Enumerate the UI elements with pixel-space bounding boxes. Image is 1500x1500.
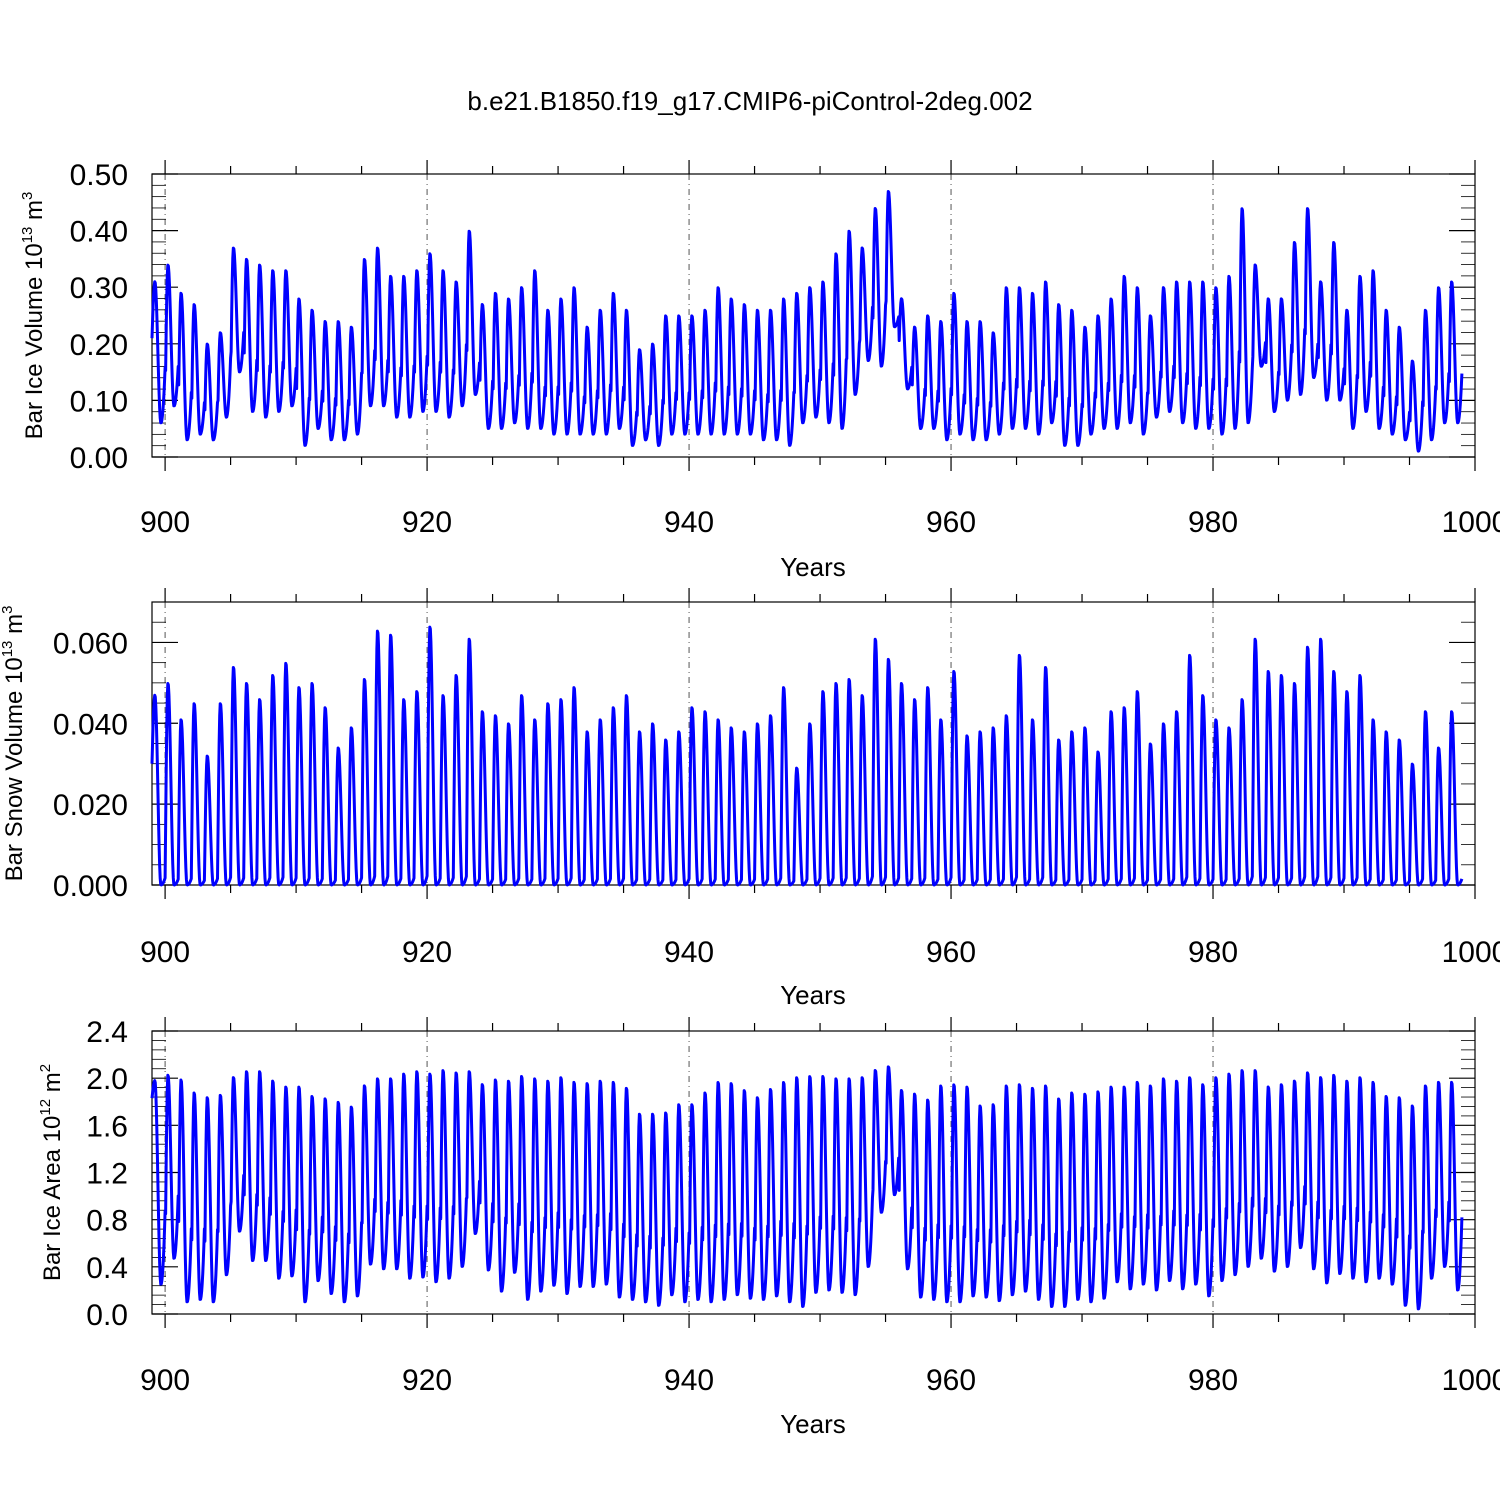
x-tick-label: 960 [926, 1364, 976, 1397]
x-axis-title: Years [780, 552, 846, 582]
y-tick-label: 0.10 [70, 385, 128, 418]
y-axis-title-unit-exp: 2 [37, 1064, 54, 1072]
y-tick-label: 0.8 [86, 1205, 128, 1238]
y-axis-title-exp: 13 [19, 227, 36, 244]
x-tick-label: 940 [664, 1364, 714, 1397]
y-axis-title-unit-exp: 3 [19, 192, 36, 200]
x-tick-label: 940 [664, 506, 714, 539]
x-tick-label: 940 [664, 936, 714, 969]
x-tick-label: 980 [1188, 506, 1238, 539]
x-tick-label: 920 [402, 936, 452, 969]
y-axis-title: Bar Snow Volume 1013 m3 [0, 606, 28, 882]
ice-area-panel: 900 920 940 960 980 1000 Years 0.0 0.4 0.8 1.2 1.6 2… [37, 1016, 1500, 1439]
snow-volume-panel: 900 920 940 960 980 1000 Years 0.000 0.020 0.040 0… [0, 588, 1500, 1010]
x-tick-label: 960 [926, 936, 976, 969]
y-axis-title-unit: m [1, 614, 28, 641]
x-tick-label: 1000 [1442, 936, 1500, 969]
x-tick-label: 1000 [1442, 506, 1500, 539]
y-axis-title: Bar Ice Area 1012 m2 [37, 1064, 66, 1281]
x-tick-label: 960 [926, 506, 976, 539]
ice-volume-panel: 900 920 940 960 980 1000 Years 0.00 0.10 0.20 0.30… [19, 159, 1500, 582]
y-axis-title-unit-exp: 3 [0, 606, 16, 614]
ice-volume-series-line [150, 190, 1464, 453]
y-tick-label: 0.060 [53, 627, 128, 660]
x-axis-title: Years [780, 1409, 846, 1439]
y-tick-label: 0.50 [70, 159, 128, 192]
x-tick-label: 1000 [1442, 1364, 1500, 1397]
y-tick-label: 0.0 [86, 1299, 128, 1332]
y-tick-label: 2.4 [86, 1016, 128, 1049]
plot-frame [151, 173, 1476, 458]
y-tick-label: 0.000 [53, 870, 128, 903]
y-axis-title-main: Bar Snow Volume 10 [1, 657, 28, 881]
x-tick-label: 900 [140, 506, 190, 539]
y-axis-title-exp: 12 [37, 1099, 54, 1116]
y-tick-label: 1.6 [86, 1110, 128, 1143]
y-axis-title-main: Bar Ice Area 10 [39, 1116, 66, 1281]
x-tick-label: 980 [1188, 1364, 1238, 1397]
x-tick-label: 900 [140, 1364, 190, 1397]
y-tick-label: 0.40 [70, 216, 128, 249]
ice-area-series-line [150, 1065, 1464, 1311]
y-tick-label: 0.040 [53, 708, 128, 741]
x-axis-title: Years [780, 980, 846, 1010]
y-axis-title-unit: m [21, 200, 48, 227]
y-tick-label: 0.00 [70, 442, 128, 475]
y-tick-label: 2.0 [86, 1063, 128, 1096]
y-axis-title-main: Bar Ice Volume 10 [21, 243, 48, 439]
y-axis-title-exp: 13 [0, 641, 16, 658]
y-tick-label: 0.20 [70, 329, 128, 362]
x-tick-label: 900 [140, 936, 190, 969]
x-tick-label: 980 [1188, 936, 1238, 969]
y-tick-label: 1.2 [86, 1158, 128, 1191]
x-tick-label: 920 [402, 1364, 452, 1397]
y-axis-title: Bar Ice Volume 1013 m3 [19, 192, 48, 440]
x-tick-label: 920 [402, 506, 452, 539]
y-tick-label: 0.4 [86, 1252, 128, 1285]
figure-title: b.e21.B1850.f19_g17.CMIP6-piControl-2deg… [467, 86, 1032, 116]
y-tick-label: 0.30 [70, 272, 128, 305]
snow-volume-series-line [150, 625, 1464, 887]
y-tick-label: 0.020 [53, 789, 128, 822]
y-axis-title-unit: m [39, 1072, 66, 1099]
